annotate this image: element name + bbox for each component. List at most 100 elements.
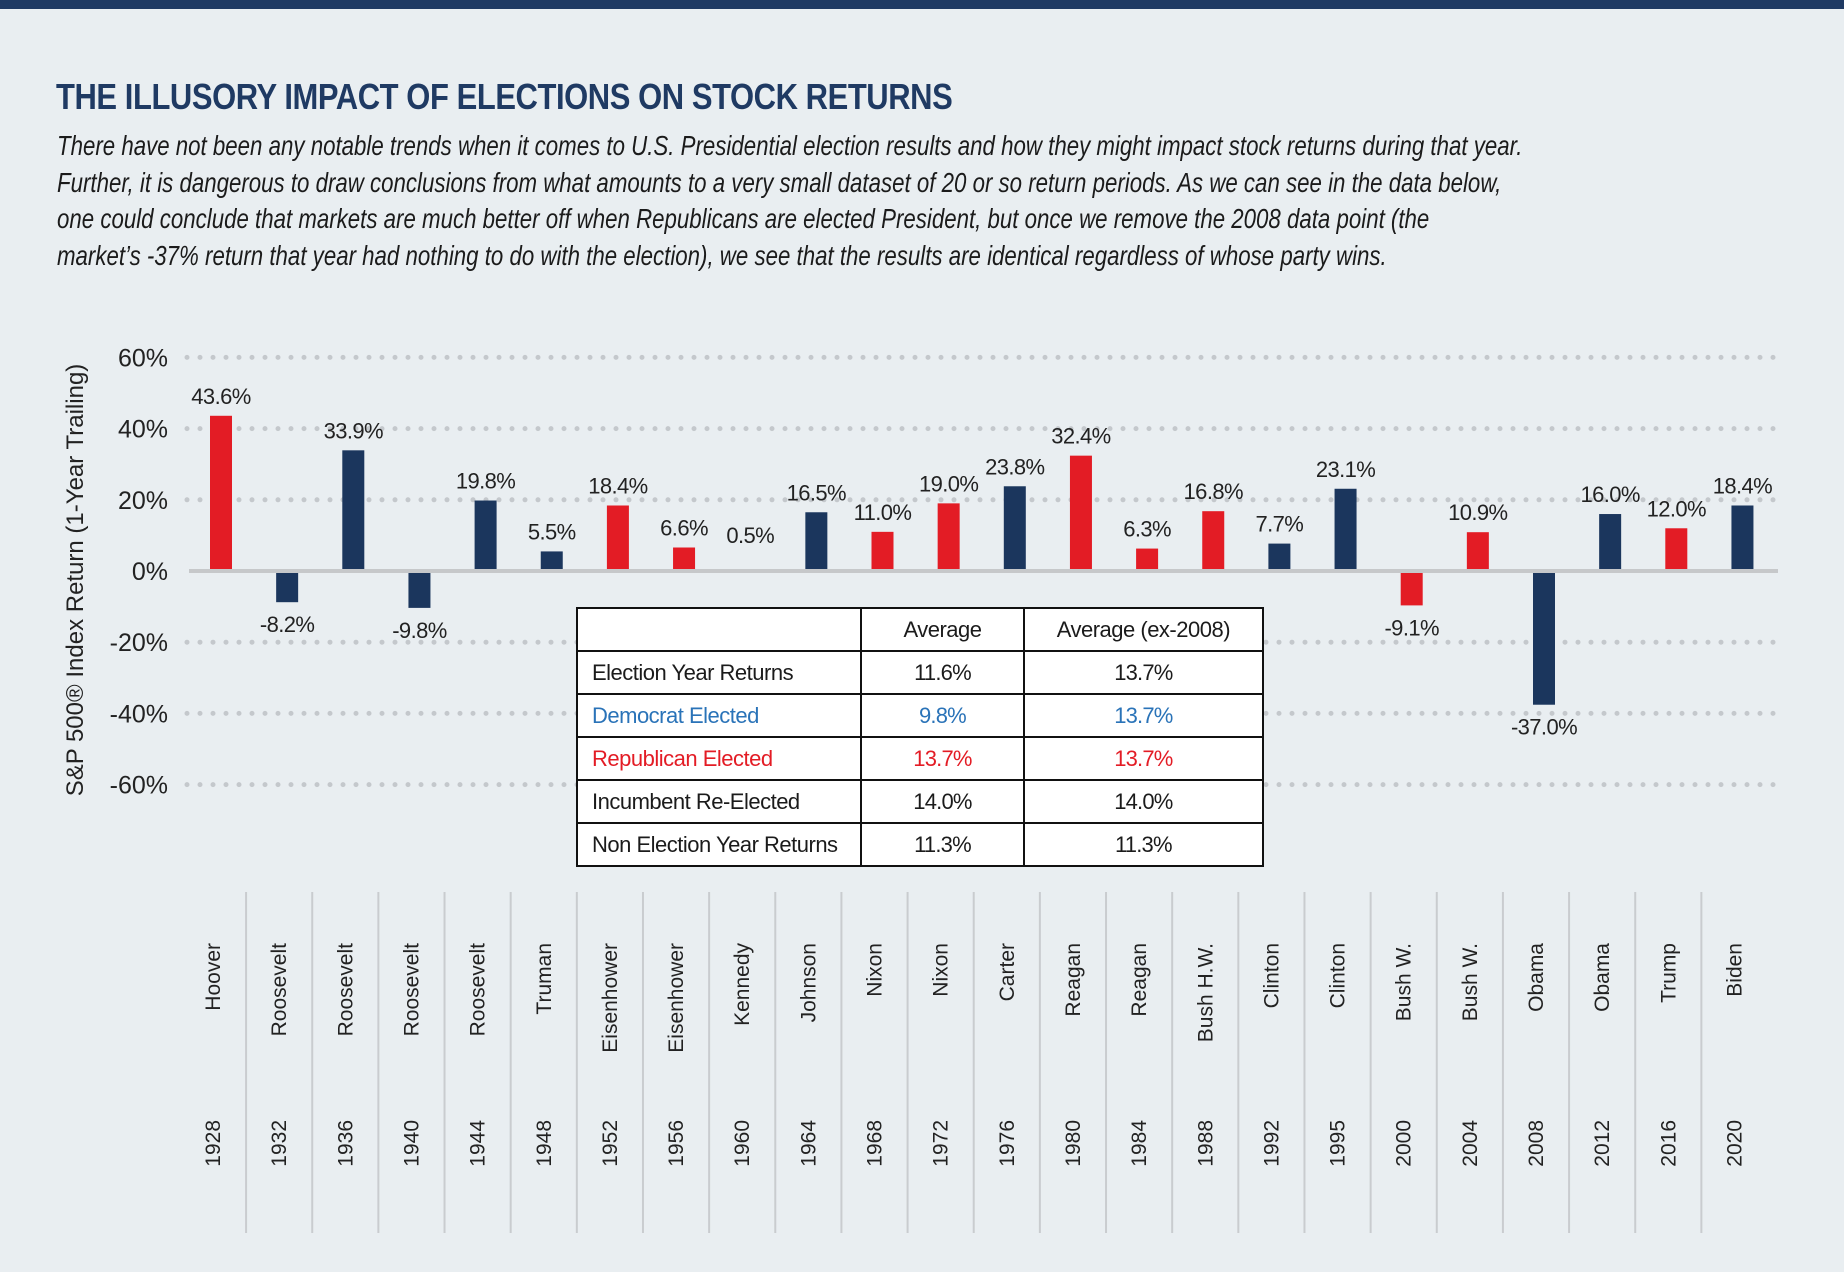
value-label-2016: 12.0% bbox=[1647, 496, 1706, 521]
president-label: Bush W. bbox=[1393, 943, 1416, 1021]
value-label-1940: -9.8% bbox=[392, 618, 447, 643]
president-label: Roosevelt bbox=[467, 943, 490, 1037]
value-label-2020: 18.4% bbox=[1713, 473, 1772, 498]
value-label-1972: 19.0% bbox=[919, 471, 978, 496]
president-label: Truman bbox=[533, 943, 556, 1015]
row-label: Democrat Elected bbox=[575, 693, 863, 738]
bar-2016 bbox=[1665, 528, 1688, 571]
year-label: 2000 bbox=[1393, 1120, 1416, 1167]
bar-1980 bbox=[1069, 455, 1092, 571]
president-label: Trump bbox=[1657, 943, 1680, 1003]
average-value: 9.8% bbox=[860, 693, 1025, 738]
average-ex2008-value: 13.7% bbox=[1022, 650, 1265, 695]
average-value: 13.7% bbox=[860, 736, 1025, 781]
value-label-1964: 16.5% bbox=[787, 480, 846, 505]
average-value: 11.3% bbox=[860, 822, 1025, 867]
table-row: Republican Elected 13.7% 13.7% bbox=[575, 736, 1265, 781]
value-label-1976: 23.8% bbox=[985, 454, 1044, 479]
year-label: 2008 bbox=[1525, 1120, 1548, 1167]
average-value: 14.0% bbox=[860, 779, 1025, 824]
y-axis-ticks: 60% 40% 20% 0% -20% -40% -60% bbox=[110, 344, 168, 799]
year-label: 1944 bbox=[467, 1120, 490, 1167]
president-label: Clinton bbox=[1260, 943, 1283, 1008]
bar-1948 bbox=[540, 551, 563, 571]
bars bbox=[210, 415, 1754, 705]
page-title: THE ILLUSORY IMPACT OF ELECTIONS ON STOC… bbox=[56, 76, 953, 117]
table-row: Election Year Returns 11.6% 13.7% bbox=[575, 650, 1265, 695]
value-label-1944: 19.8% bbox=[456, 469, 515, 494]
year-label: 1948 bbox=[533, 1120, 556, 1167]
table-header-average-ex2008: Average (ex-2008) bbox=[1022, 607, 1265, 652]
top-accent-bar bbox=[0, 0, 1844, 9]
intro-line: one could conclude that markets are much… bbox=[57, 203, 1430, 234]
average-ex2008-value: 13.7% bbox=[1022, 693, 1265, 738]
president-label: Biden bbox=[1723, 943, 1746, 997]
year-label: 1928 bbox=[202, 1120, 225, 1167]
year-label: 1940 bbox=[400, 1120, 423, 1167]
president-label: Johnson bbox=[797, 943, 820, 1022]
intro-paragraph: There have not been any notable trends w… bbox=[57, 128, 1631, 274]
year-label: 2012 bbox=[1591, 1120, 1614, 1167]
value-label-1995: 23.1% bbox=[1316, 457, 1375, 482]
value-label-1968: 11.0% bbox=[854, 500, 912, 525]
value-label-1952: 18.4% bbox=[588, 473, 647, 498]
value-label-1928: 43.6% bbox=[191, 384, 250, 409]
year-label: 1936 bbox=[334, 1120, 357, 1167]
year-label: 1932 bbox=[268, 1120, 291, 1167]
table-row: Non Election Year Returns 11.3% 11.3% bbox=[575, 822, 1265, 867]
row-label: Republican Elected bbox=[575, 736, 863, 781]
president-label: Obama bbox=[1525, 943, 1548, 1012]
president-label: Carter bbox=[996, 943, 1019, 1001]
president-label: Eisenhower bbox=[599, 943, 622, 1053]
row-label: Incumbent Re-Elected bbox=[575, 779, 863, 824]
president-label: Nixon bbox=[930, 943, 953, 997]
year-label: 1960 bbox=[731, 1120, 754, 1167]
year-label: 1976 bbox=[996, 1120, 1019, 1167]
y-tick-label: -60% bbox=[110, 772, 168, 800]
y-tick-label: 60% bbox=[118, 344, 168, 372]
value-label-1960: 0.5% bbox=[726, 523, 774, 548]
president-label: Roosevelt bbox=[268, 943, 291, 1037]
average-ex2008-value: 14.0% bbox=[1022, 779, 1265, 824]
value-labels: 43.6% -8.2% 33.9% -9.8% 19.8% 5.5% 18.4% 6.6% 0.… bbox=[191, 384, 1772, 740]
bar-1928 bbox=[210, 415, 232, 571]
average-ex2008-value: 13.7% bbox=[1022, 736, 1265, 781]
president-label: Nixon bbox=[864, 943, 887, 997]
bar-1995 bbox=[1334, 488, 1357, 571]
table-header-empty bbox=[575, 607, 863, 652]
row-label: Election Year Returns bbox=[575, 650, 863, 695]
year-label: 2020 bbox=[1723, 1120, 1746, 1167]
average-value: 11.6% bbox=[860, 650, 1025, 695]
value-label-1984: 6.3% bbox=[1123, 517, 1171, 542]
bar-1952 bbox=[606, 505, 629, 571]
president-label: Obama bbox=[1591, 943, 1614, 1012]
president-label: Bush W. bbox=[1459, 943, 1482, 1021]
bar-2020 bbox=[1731, 505, 1754, 571]
year-label: 1988 bbox=[1194, 1120, 1217, 1167]
president-label: Roosevelt bbox=[334, 943, 357, 1037]
table-header-average: Average bbox=[860, 607, 1025, 652]
y-axis-label: S&P 500® Index Return (1-Year Trailing) bbox=[62, 364, 89, 797]
president-label: Eisenhower bbox=[665, 943, 688, 1053]
president-label: Reagan bbox=[1128, 943, 1151, 1017]
value-label-2012: 16.0% bbox=[1580, 482, 1639, 507]
average-ex2008-value: 11.3% bbox=[1022, 822, 1265, 867]
value-label-1992: 7.7% bbox=[1256, 512, 1304, 537]
y-tick-label: -40% bbox=[110, 700, 168, 728]
table-row: Democrat Elected 9.8% 13.7% bbox=[575, 693, 1265, 738]
president-label: Hoover bbox=[202, 943, 225, 1011]
value-label-2008: -37.0% bbox=[1511, 715, 1577, 740]
value-label-1988: 16.8% bbox=[1184, 479, 1243, 504]
value-label-2004: 10.9% bbox=[1448, 500, 1507, 525]
year-label: 1992 bbox=[1260, 1120, 1283, 1167]
bar-2004 bbox=[1466, 532, 1489, 571]
intro-line: There have not been any notable trends w… bbox=[57, 130, 1523, 161]
intro-line: market’s -37% return that year had nothi… bbox=[57, 239, 1387, 271]
bar-1956 bbox=[673, 547, 696, 571]
bar-1992 bbox=[1268, 543, 1291, 571]
bar-1936 bbox=[342, 450, 365, 571]
y-tick-label: 20% bbox=[118, 487, 168, 515]
value-label-1948: 5.5% bbox=[528, 519, 576, 544]
president-label: Roosevelt bbox=[400, 943, 423, 1037]
bar-1932 bbox=[276, 573, 299, 603]
